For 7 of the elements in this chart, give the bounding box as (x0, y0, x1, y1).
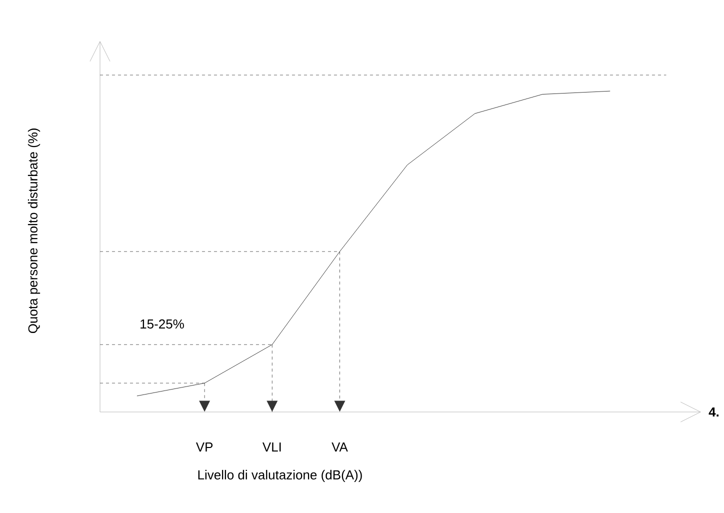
x-tick-label: VLI (262, 442, 281, 452)
y-axis-title: Quota persone molto disturbate (%) (28, 128, 40, 334)
annotation: 15-25% (140, 319, 184, 329)
x-tick-label: VP (196, 442, 213, 452)
x-tick-label: VA (332, 442, 348, 452)
text: 4. (708, 408, 719, 416)
x-axis-title: Livello di valutazione (dB(A)) (198, 470, 362, 482)
